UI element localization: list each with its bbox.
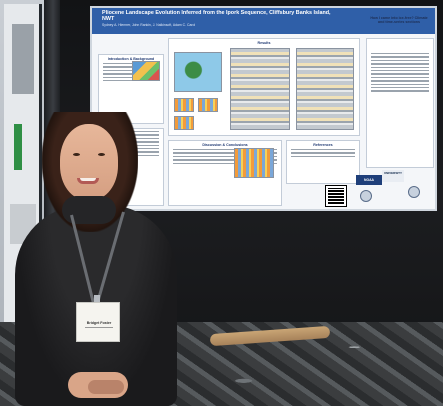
lanyard-clip: [94, 295, 100, 305]
person-smile: [77, 178, 99, 184]
qr-code: [325, 185, 347, 207]
person-face: [60, 124, 118, 200]
poster-section-references: References: [286, 140, 360, 184]
section-heading-discussion: Discussion & Conclusions: [202, 143, 248, 147]
poster-logo-university: UNIVERSITY: [382, 170, 404, 182]
discussion-figure: [234, 148, 274, 178]
person-right-eye: [98, 153, 105, 156]
results-small-figure-1: [174, 98, 194, 112]
results-small-figure-3: [174, 116, 194, 130]
neighbor-poster-figure: [12, 24, 34, 94]
section-heading-results: Results: [257, 41, 271, 45]
poster-section-side: [366, 38, 434, 168]
person-hand-shadow: [88, 380, 124, 394]
badge-line: [85, 327, 113, 329]
poster-logo-seal: [360, 190, 372, 202]
section-heading-references: References: [313, 143, 333, 147]
poster-logo-emblem: [408, 186, 420, 198]
poster-header: Pliocene Landscape Evolution Inferred fr…: [92, 8, 435, 34]
neighbor-poster-green-bar: [14, 124, 22, 170]
badge-name: Bridget Foster: [86, 321, 112, 325]
poster-aside-title: How I came into ice-free? Climate and ti…: [370, 16, 428, 25]
person-teeth: [80, 178, 96, 181]
section-heading-intro: Introduction & Background: [107, 57, 155, 61]
person-left-eye: [73, 153, 80, 156]
poster-authors: Sydney A. Hiemrer, John Rankin, J. Nalki…: [102, 23, 196, 27]
turtleneck-collar: [62, 196, 116, 224]
results-small-figure-2: [198, 98, 218, 112]
poster-title: Pliocene Landscape Evolution Inferred fr…: [102, 10, 331, 22]
stratigraphy-column-figure: [230, 48, 290, 130]
results-map-figure: [174, 52, 222, 92]
name-badge: Bridget Foster: [76, 302, 120, 342]
poster-logo-1: NOAA: [356, 175, 382, 185]
intro-figure: [132, 61, 160, 81]
stratigraphy-chart-figure: [296, 48, 354, 130]
research-poster: Pliocene Landscape Evolution Inferred fr…: [90, 6, 437, 211]
